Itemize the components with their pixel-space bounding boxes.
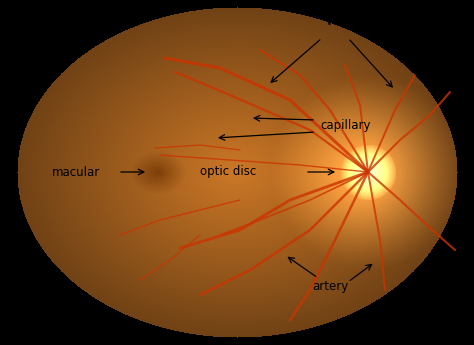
- Text: vein: vein: [326, 15, 351, 28]
- Text: capillary: capillary: [320, 118, 371, 131]
- Text: macular: macular: [52, 166, 100, 178]
- Text: optic disc: optic disc: [200, 166, 256, 178]
- Text: artery: artery: [312, 280, 348, 293]
